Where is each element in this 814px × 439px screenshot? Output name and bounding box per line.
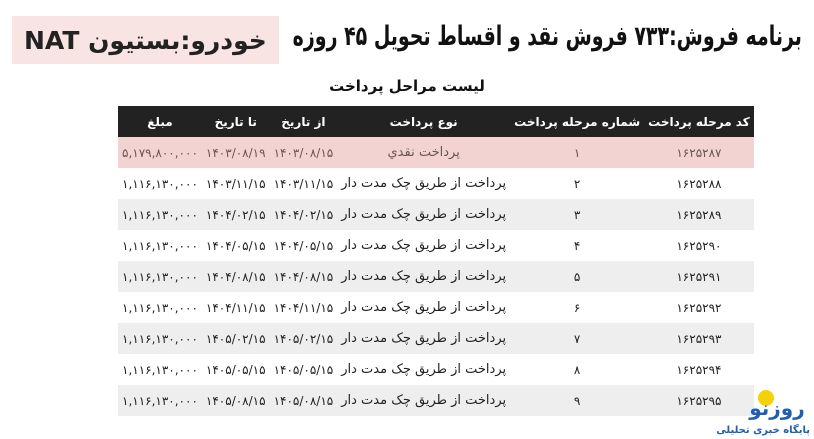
cell-amount: ۱,۱۱۶,۱۳۰,۰۰۰ [118, 354, 202, 385]
table-row: ۱۶۲۵۲۸۷ ۱ پرداخت نقدي ۱۴۰۳/۰۸/۱۵ ۱۴۰۳/۰۸/۱۹ ۵… [118, 137, 754, 168]
table-row: ۱۶۲۵۲۹۴ ۸ پرداخت از طریق چک مدت دار ۱۴۰۵/۰۵… [118, 354, 754, 385]
cell-code: ۱۶۲۵۲۹۱ [644, 261, 754, 292]
table-row: ۱۶۲۵۲۹۳ ۷ پرداخت از طریق چک مدت دار ۱۴۰۵/۰۲… [118, 323, 754, 354]
table-row: ۱۶۲۵۲۸۸ ۲ پرداخت از طریق چک مدت دار ۱۴۰۳/۱۱… [118, 168, 754, 199]
table-row: ۱۶۲۵۲۸۹ ۳ پرداخت از طریق چک مدت دار ۱۴۰۴/۰۲… [118, 199, 754, 230]
cell-to: ۱۴۰۵/۰۵/۱۵ [201, 354, 270, 385]
table-row: ۱۶۲۵۲۹۰ ۴ پرداخت از طریق چک مدت دار ۱۴۰۴/۰۵… [118, 230, 754, 261]
cell-step: ۱ [510, 137, 645, 168]
cell-to: ۱۴۰۴/۰۵/۱۵ [201, 230, 270, 261]
cell-from: ۱۴۰۴/۰۸/۱۵ [269, 261, 338, 292]
cell-to: ۱۴۰۴/۰۲/۱۵ [201, 199, 270, 230]
table-header-row: کد مرحله پرداخت شماره مرحله پرداخت نوع پ… [118, 106, 754, 137]
cell-step: ۷ [510, 323, 645, 354]
cell-code: ۱۶۲۵۲۸۷ [644, 137, 754, 168]
cell-amount: ۱,۱۱۶,۱۳۰,۰۰۰ [118, 292, 202, 323]
sun-icon [758, 390, 774, 406]
col-step: شماره مرحله پرداخت [510, 106, 645, 137]
cell-type: پرداخت از طریق چک مدت دار [337, 168, 511, 199]
cell-to: ۱۴۰۴/۰۸/۱۵ [201, 261, 270, 292]
cell-from: ۱۴۰۳/۰۸/۱۵ [269, 137, 338, 168]
cell-step: ۶ [510, 292, 645, 323]
cell-from: ۱۴۰۵/۰۵/۱۵ [269, 354, 338, 385]
table-title: لیست مراحل پرداخت [329, 77, 485, 95]
cell-type: پرداخت از طریق چک مدت دار [337, 199, 511, 230]
car-model-label: خودرو:بستیون NAT [12, 16, 279, 64]
cell-type: پرداخت از طریق چک مدت دار [337, 292, 511, 323]
cell-from: ۱۴۰۴/۰۵/۱۵ [269, 230, 338, 261]
cell-amount: ۱,۱۱۶,۱۳۰,۰۰۰ [118, 199, 202, 230]
cell-to: ۱۴۰۵/۰۸/۱۵ [201, 385, 270, 416]
cell-code: ۱۶۲۵۲۹۰ [644, 230, 754, 261]
cell-step: ۹ [510, 385, 645, 416]
cell-amount: ۱,۱۱۶,۱۳۰,۰۰۰ [118, 323, 202, 354]
cell-to: ۱۴۰۴/۱۱/۱۵ [201, 292, 270, 323]
cell-from: ۱۴۰۴/۱۱/۱۵ [269, 292, 338, 323]
col-type: نوع پرداخت [337, 106, 511, 137]
logo-wordmark: روزنو [749, 396, 805, 420]
cell-amount: ۱,۱۱۶,۱۳۰,۰۰۰ [118, 385, 202, 416]
cell-from: ۱۴۰۵/۰۸/۱۵ [269, 385, 338, 416]
logo: روزنو [744, 390, 810, 422]
cell-type: پرداخت از طریق چک مدت دار [337, 261, 511, 292]
cell-step: ۸ [510, 354, 645, 385]
cell-to: ۱۴۰۵/۰۲/۱۵ [201, 323, 270, 354]
cell-amount: ۱,۱۱۶,۱۳۰,۰۰۰ [118, 230, 202, 261]
cell-from: ۱۴۰۵/۰۲/۱۵ [269, 323, 338, 354]
table-row: ۱۶۲۵۲۹۵ ۹ پرداخت از طریق چک مدت دار ۱۴۰۵/۰۸… [118, 385, 754, 416]
cell-code: ۱۶۲۵۲۸۸ [644, 168, 754, 199]
col-from: از تاریخ [269, 106, 338, 137]
logo-tagline: پایگاه خبری تحلیلی [716, 425, 810, 436]
cell-code: ۱۶۲۵۲۹۳ [644, 323, 754, 354]
cell-type: پرداخت از طریق چک مدت دار [337, 354, 511, 385]
col-code: کد مرحله پرداخت [644, 106, 754, 137]
cell-amount: ۱,۱۱۶,۱۳۰,۰۰۰ [118, 168, 202, 199]
cell-type: پرداخت از طریق چک مدت دار [337, 385, 511, 416]
col-to: تا تاریخ [201, 106, 270, 137]
cell-to: ۱۴۰۳/۱۱/۱۵ [201, 168, 270, 199]
cell-type: پرداخت از طریق چک مدت دار [337, 323, 511, 354]
cell-from: ۱۴۰۳/۱۱/۱۵ [269, 168, 338, 199]
table-row: ۱۶۲۵۲۹۱ ۵ پرداخت از طریق چک مدت دار ۱۴۰۴/۰۸… [118, 261, 754, 292]
cell-code: ۱۶۲۵۲۹۴ [644, 354, 754, 385]
cell-amount: ۱,۱۱۶,۱۳۰,۰۰۰ [118, 261, 202, 292]
payment-steps-table: کد مرحله پرداخت شماره مرحله پرداخت نوع پ… [118, 106, 754, 416]
cell-step: ۴ [510, 230, 645, 261]
cell-code: ۱۶۲۵۲۹۵ [644, 385, 754, 416]
page-title: برنامه فروش:۷۳۳ فروش نقد و اقساط تحویل ۴… [292, 21, 802, 52]
cell-step: ۳ [510, 199, 645, 230]
cell-code: ۱۶۲۵۲۹۲ [644, 292, 754, 323]
cell-type: پرداخت از طریق چک مدت دار [337, 230, 511, 261]
cell-amount: ۵,۱۷۹,۸۰۰,۰۰۰ [118, 137, 202, 168]
cell-step: ۵ [510, 261, 645, 292]
cell-from: ۱۴۰۴/۰۲/۱۵ [269, 199, 338, 230]
cell-to: ۱۴۰۳/۰۸/۱۹ [201, 137, 270, 168]
col-amount: مبلغ [118, 106, 202, 137]
cell-type: پرداخت نقدي [337, 137, 511, 168]
cell-step: ۲ [510, 168, 645, 199]
cell-code: ۱۶۲۵۲۸۹ [644, 199, 754, 230]
table-row: ۱۶۲۵۲۹۲ ۶ پرداخت از طریق چک مدت دار ۱۴۰۴/۱۱… [118, 292, 754, 323]
